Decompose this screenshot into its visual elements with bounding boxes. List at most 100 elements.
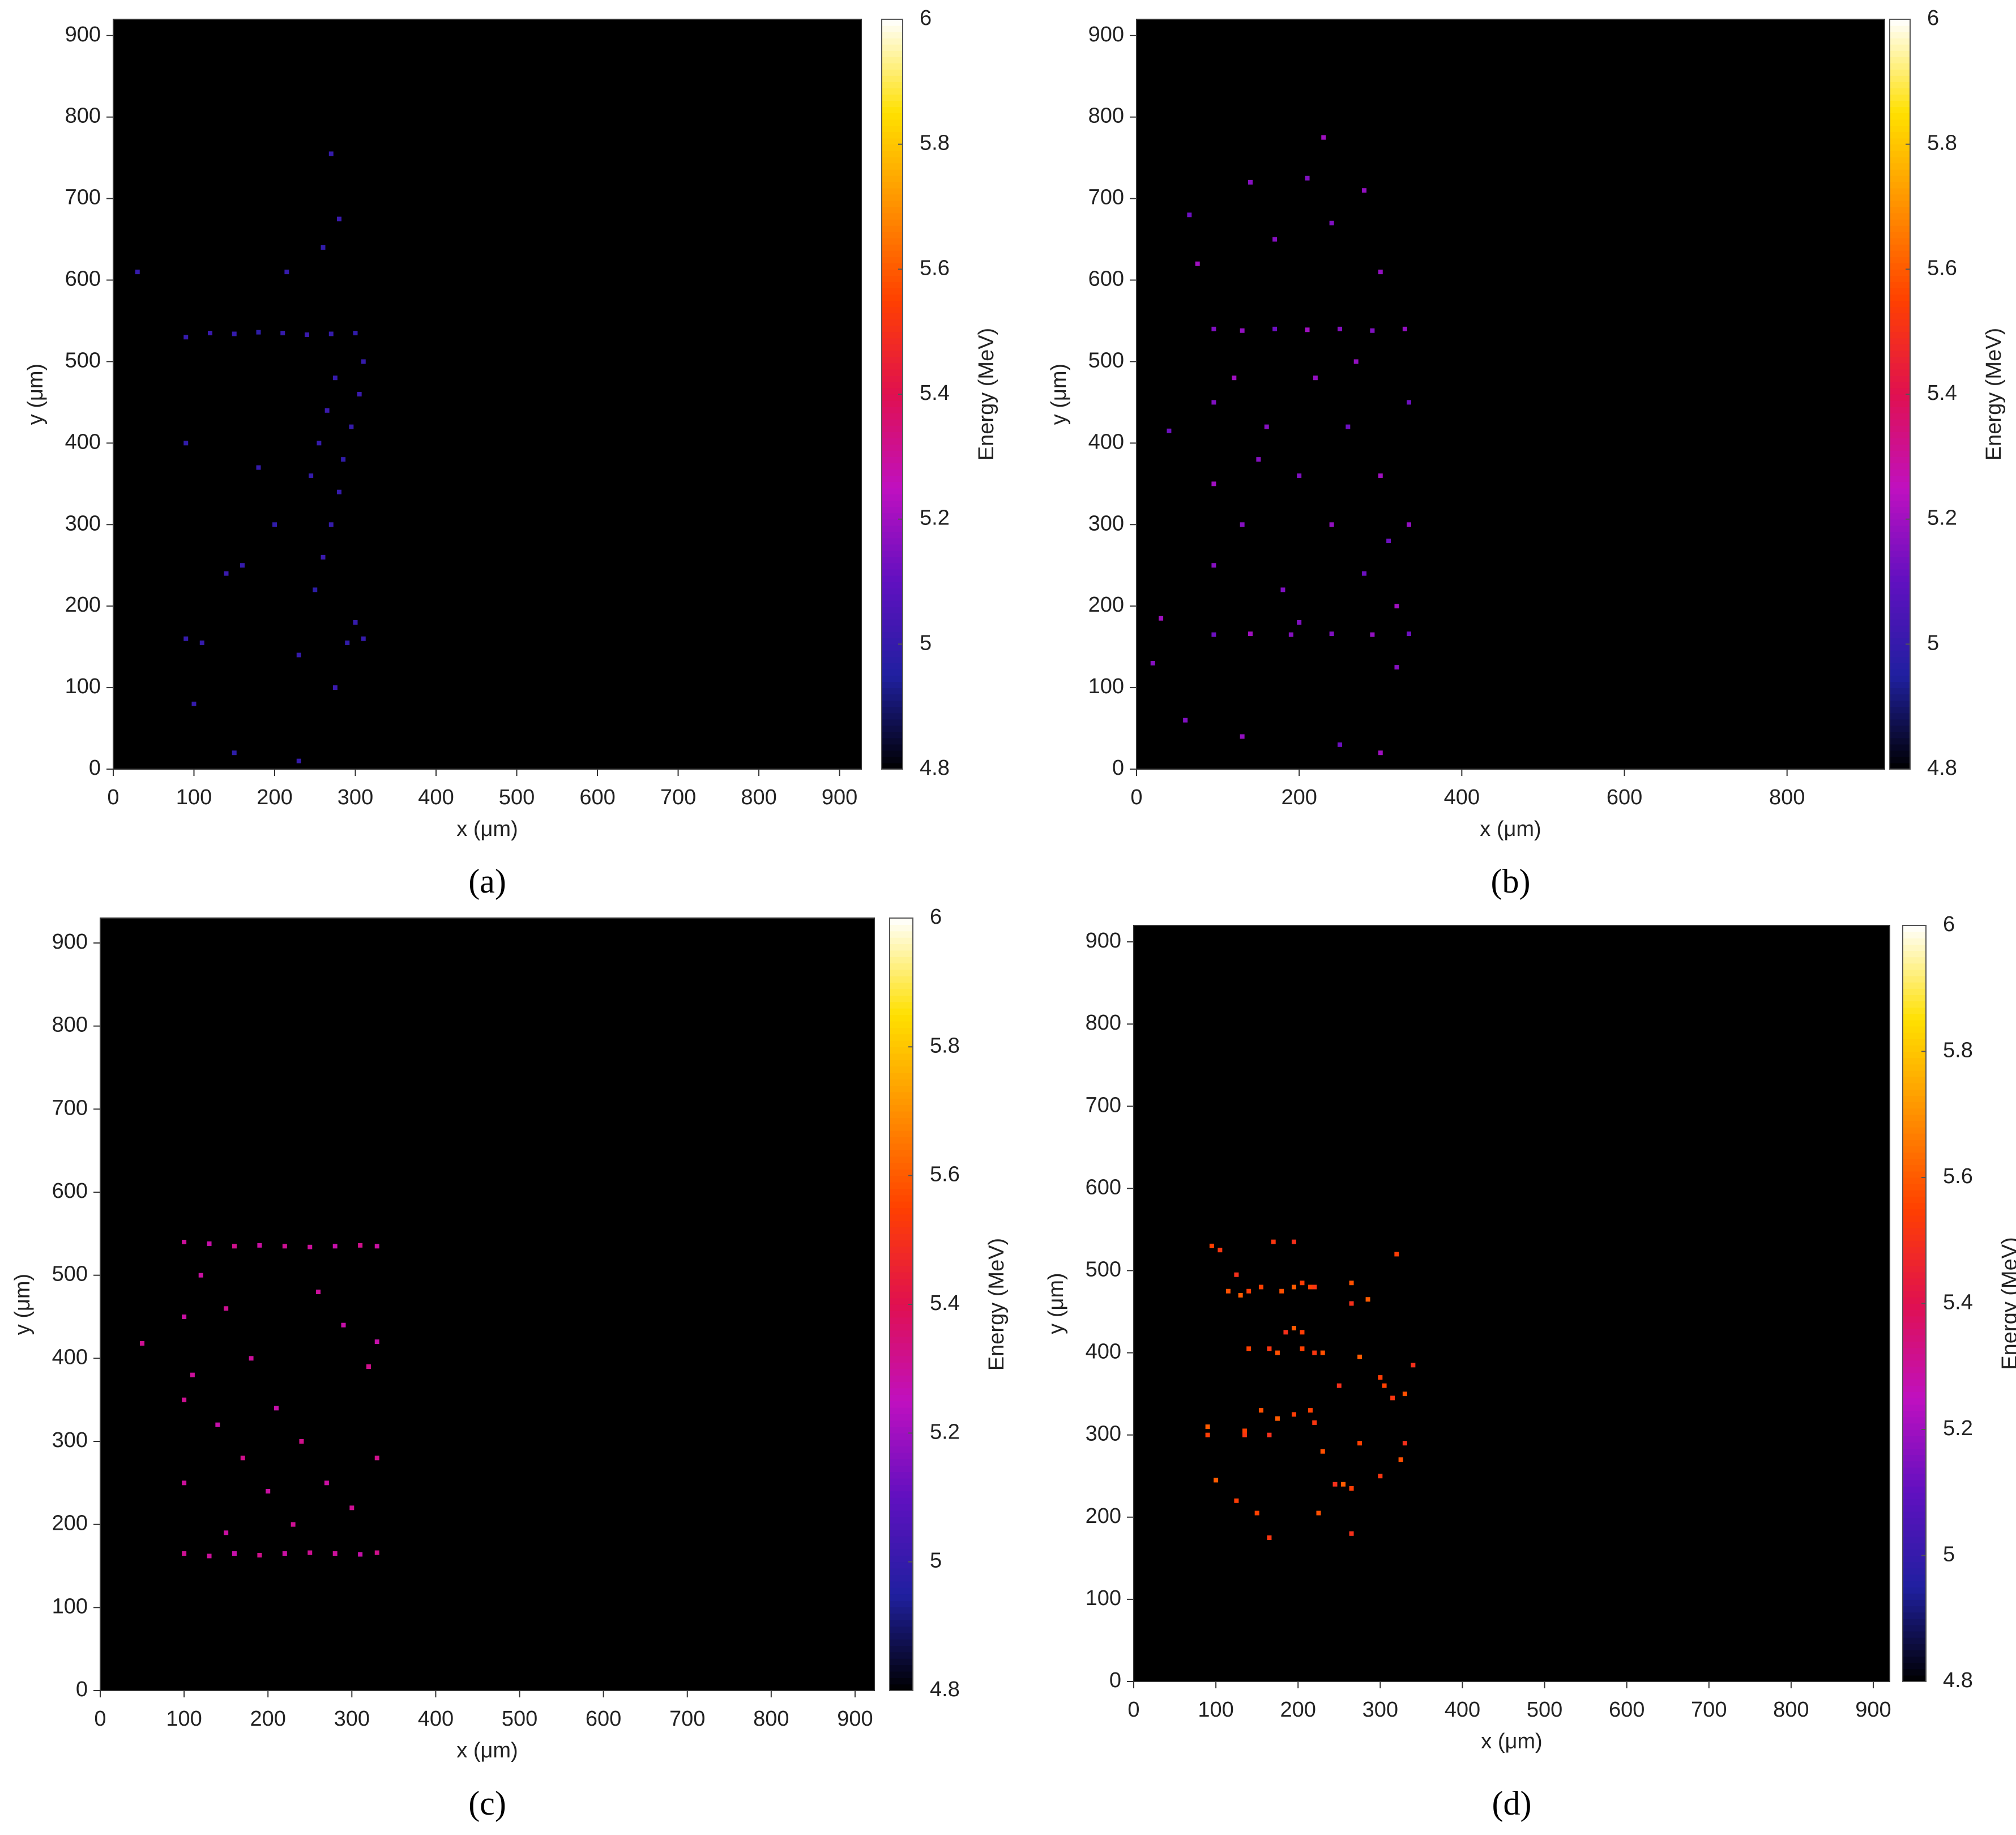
colorbar-segment [1890,38,1910,45]
colorbar-segment [1903,1499,1926,1506]
colorbar-segment [890,1574,913,1582]
pixel [280,331,285,336]
colorbar-segment [1903,1448,1926,1456]
colorbar-segment [1903,1530,1926,1537]
colorbar-segment [1890,82,1910,88]
colorbar-segment [1903,1171,1926,1178]
colorbar-segment [890,982,913,989]
colorbar-segment [882,69,903,76]
x-tick-label: 700 [1691,1698,1727,1722]
x-tick-label: 700 [660,786,696,809]
pixel [182,1397,187,1402]
colorbar-segment [1903,1631,1926,1638]
colorbar-segment [1903,1158,1926,1166]
pixel [345,640,350,645]
pixel [191,701,197,706]
colorbar-segment [1903,1234,1926,1241]
colorbar-segment [1903,1568,1926,1575]
plot-area [1137,19,1885,769]
colorbar-segment [1890,69,1910,76]
y-tick-label: 900 [1088,23,1124,46]
colorbar-segment [890,1001,913,1009]
colorbar-segment [1890,407,1910,413]
colorbar-segment [882,550,903,557]
colorbar-tick-label: 5.4 [1943,1291,1973,1315]
colorbar-segment [1890,400,1910,407]
colorbar-segment [1903,1637,1926,1644]
pixel [1297,473,1302,478]
pixel [1159,616,1164,621]
pixel [215,1422,220,1427]
colorbar-segment [882,425,903,432]
colorbar-segment [1903,1561,1926,1569]
pixel [1407,522,1412,527]
colorbar-segment [882,688,903,695]
colorbar-segment [1890,275,1910,282]
colorbar-segment [882,269,903,276]
colorbar-segment [890,1233,913,1240]
pixel [361,636,366,641]
y-tick-label: 600 [1088,267,1124,291]
colorbar-segment [1890,263,1910,270]
colorbar-segment [890,1613,913,1620]
colorbar-segment [890,1555,913,1563]
colorbar-segment [882,700,903,707]
colorbar-segment [882,381,903,389]
colorbar-segment [890,1156,913,1163]
colorbar-segment [890,1491,913,1498]
colorbar-segment [882,444,903,451]
pixel [1407,631,1412,637]
colorbar-segment [1903,1587,1926,1594]
colorbar-segment [1890,469,1910,476]
colorbar-segment [890,1684,913,1691]
pixel [374,1550,379,1555]
colorbar-segment [1890,519,1910,526]
colorbar-segment [890,1542,913,1550]
pixel [256,465,261,470]
colorbar-segment [1903,1215,1926,1222]
colorbar-segment [1903,1574,1926,1581]
colorbar-segment [1903,1077,1926,1083]
colorbar-segment [1890,94,1910,101]
colorbar-segment [890,1368,913,1376]
colorbar-segment [890,995,913,1002]
colorbar-segment [1903,1486,1926,1493]
x-tick-label: 900 [837,1707,873,1731]
y-tick-label: 300 [65,511,101,535]
colorbar-segment [890,969,913,976]
colorbar-segment [1903,1505,1926,1512]
colorbar-segment [1890,113,1910,120]
colorbar-segment [890,1497,913,1504]
colorbar-segment [890,1284,913,1292]
colorbar-tick-label: 5.6 [1927,256,1957,280]
y-tick-label: 500 [1088,348,1124,372]
pixel [1240,734,1245,739]
colorbar-segment [882,369,903,376]
colorbar-segment [1890,456,1910,463]
y-tick-label: 800 [65,104,101,128]
colorbar-segment [882,706,903,714]
colorbar-tick-label: 5.8 [1927,131,1957,155]
colorbar-segment [1890,106,1910,114]
plot-area [113,19,861,769]
colorbar-segment [1903,1581,1926,1588]
colorbar-segment [1890,631,1910,638]
pixel [1258,1284,1263,1290]
colorbar-segment [1890,494,1910,501]
colorbar-segment [882,756,903,763]
pixel [1365,1297,1370,1302]
colorbar-segment [1890,25,1910,32]
colorbar-segment [882,238,903,245]
colorbar-segment [882,494,903,501]
colorbar-segment [882,88,903,95]
x-tick-label: 300 [334,1707,370,1731]
x-tick-label: 600 [1607,786,1642,809]
colorbar-segment [1903,1120,1926,1128]
colorbar-segment [882,419,903,426]
colorbar-segment [882,537,903,545]
colorbar-segment [1903,1271,1926,1279]
pixel [1211,481,1216,487]
colorbar-segment [1890,119,1910,126]
colorbar-segment [882,187,903,195]
